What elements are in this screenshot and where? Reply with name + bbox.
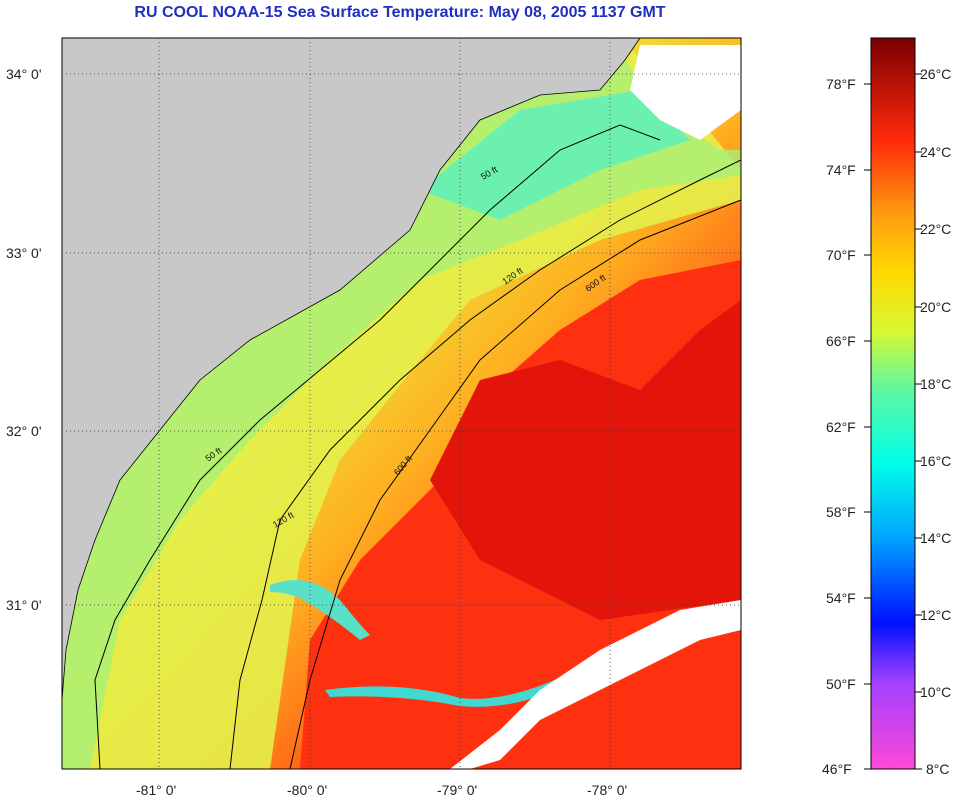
cloud-patch-se [450, 600, 741, 769]
colorbar-label-f: 78°F [826, 76, 856, 92]
colorbar-label-c: 26°C [920, 66, 952, 82]
lon-label: -81° 0' [136, 782, 176, 798]
lat-label: 32° 0' [6, 423, 42, 439]
gulf-stream-inner [430, 300, 741, 620]
lon-label: -79° 0' [437, 782, 477, 798]
colorbar-label-c: 14°C [920, 530, 952, 546]
colorbar-label-c: 22°C [920, 221, 952, 237]
colorbar-label-f: 58°F [826, 504, 856, 520]
inner-cool-water [420, 90, 690, 220]
colorbar-label-c: 24°C [920, 144, 952, 160]
colorbar-label-f: 46°F [822, 761, 852, 777]
land-mainland [62, 38, 641, 701]
colorbar-label-c: 10°C [920, 684, 952, 700]
colorbar-label-c: 18°C [920, 376, 952, 392]
colorbar-label-f: 74°F [826, 162, 856, 178]
lon-label: -80° 0' [287, 782, 327, 798]
contour-120ft [229, 159, 741, 769]
colorbar-label-c: 8°C [926, 761, 950, 777]
map-title: RU COOL NOAA-15 Sea Surface Temperature:… [134, 4, 666, 21]
lat-label: 31° 0' [6, 597, 42, 613]
colorbar-label-f: 54°F [826, 590, 856, 606]
colorbar-label-c: 12°C [920, 607, 952, 623]
colorbar-label-f: 50°F [826, 676, 856, 692]
cloud-patch-ne [630, 45, 741, 140]
lat-label: 33° 0' [6, 245, 42, 261]
cold-filament-upper [270, 580, 370, 640]
map-frame [61, 37, 742, 770]
colorbar-label-c: 16°C [920, 453, 952, 469]
lon-label: -78° 0' [587, 782, 627, 798]
colorbar [870, 37, 916, 770]
contour-50ft [94, 124, 661, 769]
colorbar-label-f: 66°F [826, 333, 856, 349]
cold-filament [325, 668, 585, 707]
lat-label: 34° 0' [6, 66, 42, 82]
colorbar-label-f: 70°F [826, 247, 856, 263]
colorbar-label-c: 20°C [920, 299, 952, 315]
contour-600ft [289, 199, 741, 769]
colorbar-label-f: 62°F [826, 419, 856, 435]
